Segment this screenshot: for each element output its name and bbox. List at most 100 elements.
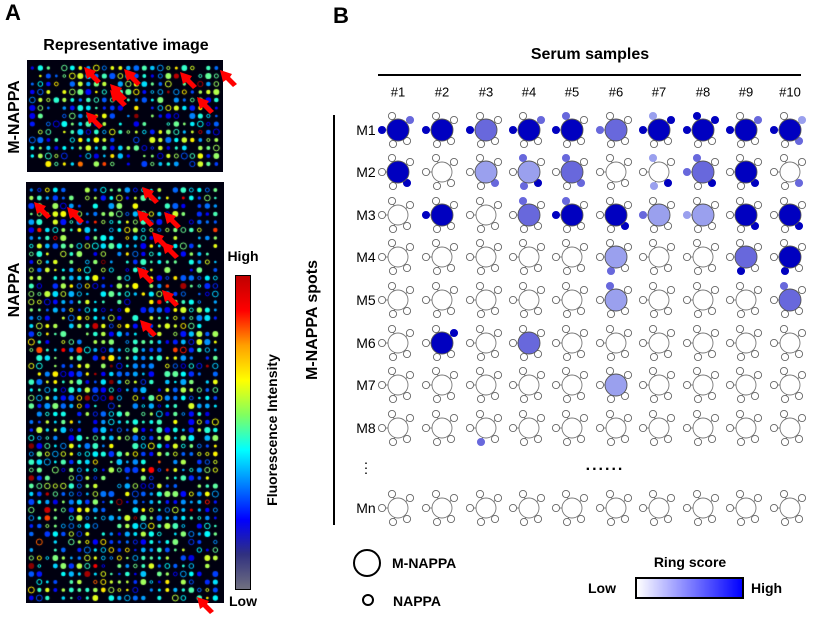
nappa-spot <box>663 178 673 188</box>
nappa-spot <box>533 514 543 524</box>
ellipsis: ...... <box>585 457 625 474</box>
m-nappa-spot <box>779 417 801 439</box>
m-nappa-spot <box>691 160 715 184</box>
nappa-spot <box>735 281 745 291</box>
nappa-spot <box>620 221 630 231</box>
nappa-spot <box>623 328 633 338</box>
nappa-spot <box>605 111 615 121</box>
ring-score-cell <box>377 281 415 319</box>
nappa-spot <box>508 210 518 220</box>
m-nappa-spot <box>475 204 497 226</box>
nappa-spot <box>446 514 456 524</box>
m-nappa-spot <box>604 373 628 397</box>
ring-score-cell <box>595 196 633 234</box>
nappa-spot <box>605 196 615 206</box>
row-header: M1 <box>356 122 376 138</box>
ring-score-cell <box>465 489 503 527</box>
nappa-spot <box>648 153 658 163</box>
nappa-spot <box>663 306 673 316</box>
nappa-spot <box>623 157 633 167</box>
nappa-spot <box>551 125 561 135</box>
m-nappa-spot <box>605 332 627 354</box>
m-nappa-spot <box>517 118 541 142</box>
nappa-spot <box>666 115 676 125</box>
ring-score-low: Low <box>588 580 616 596</box>
nappa-spot <box>769 125 779 135</box>
nappa-spot <box>605 324 615 334</box>
nappa-spot <box>387 196 397 206</box>
nappa-spot <box>595 125 605 135</box>
ring-score-gradient <box>635 577 744 599</box>
nappa-spot <box>446 263 456 273</box>
m-nappa-spot <box>518 246 540 268</box>
nappa-spot <box>649 181 659 191</box>
nappa-spot <box>769 423 779 433</box>
m-nappa-spot <box>605 417 627 439</box>
nappa-spot <box>693 181 703 191</box>
nappa-spot <box>465 423 475 433</box>
m-nappa-spot <box>648 417 670 439</box>
column-header: #7 <box>651 84 667 100</box>
nappa-spot <box>377 380 387 390</box>
nappa-spot <box>561 409 571 419</box>
nappa-spot <box>595 167 605 177</box>
nappa-spot <box>387 366 397 376</box>
m-nappa-spot <box>387 417 409 439</box>
nappa-spot <box>518 111 528 121</box>
nappa-spot <box>388 224 398 234</box>
nappa-spot <box>648 489 658 499</box>
nappa-spot <box>402 136 412 146</box>
m-nappa-spot <box>692 246 714 268</box>
nappa-spot <box>431 196 441 206</box>
nappa-spot <box>595 380 605 390</box>
m-nappa-spot <box>604 118 628 142</box>
m-nappa-spot <box>779 332 801 354</box>
nappa-spot <box>648 281 658 291</box>
ring-score-cell <box>508 111 546 149</box>
ring-score-cell <box>638 196 676 234</box>
nappa-spot <box>476 352 486 362</box>
nappa-spot <box>682 252 692 262</box>
m-nappa-spot <box>692 417 714 439</box>
nappa-spot <box>692 196 702 206</box>
ring-score-cell <box>551 238 589 276</box>
nappa-spot <box>562 309 572 319</box>
column-header: #4 <box>521 84 537 100</box>
nappa-spot <box>666 242 676 252</box>
nappa-spot <box>519 224 529 234</box>
nappa-spot <box>431 489 441 499</box>
nappa-spot <box>562 352 572 362</box>
ring-score-cell <box>508 196 546 234</box>
nappa-spot <box>693 139 703 149</box>
nappa-array-image <box>26 182 224 603</box>
nappa-spot <box>780 139 790 149</box>
column-header: #2 <box>434 84 450 100</box>
nappa-spot <box>606 309 616 319</box>
nappa-spot <box>465 210 475 220</box>
nappa-spot <box>533 178 543 188</box>
ring-score-cell <box>638 281 676 319</box>
m-nappa-spot <box>779 161 801 183</box>
nappa-spot <box>490 514 500 524</box>
m-nappa-spot <box>517 160 541 184</box>
nappa-spot <box>710 370 720 380</box>
nappa-spot <box>710 493 720 503</box>
nappa-spot <box>649 139 659 149</box>
nappa-spot <box>405 157 415 167</box>
m-nappa-spot <box>648 374 670 396</box>
m-nappa-spot <box>475 332 497 354</box>
nappa-spot <box>446 391 456 401</box>
nappa-spot <box>508 380 518 390</box>
m-nappa-spot <box>692 374 714 396</box>
nappa-spot <box>518 196 528 206</box>
m-nappa-spot <box>518 417 540 439</box>
nappa-spot <box>682 338 692 348</box>
nappa-spot <box>387 409 397 419</box>
nappa-spot <box>508 125 518 135</box>
nappa-spot <box>620 136 630 146</box>
nappa-spot <box>710 242 720 252</box>
nappa-spot <box>493 493 503 503</box>
nappa-spot <box>736 517 746 527</box>
nappa-spot <box>388 309 398 319</box>
nappa-spot <box>476 394 486 404</box>
